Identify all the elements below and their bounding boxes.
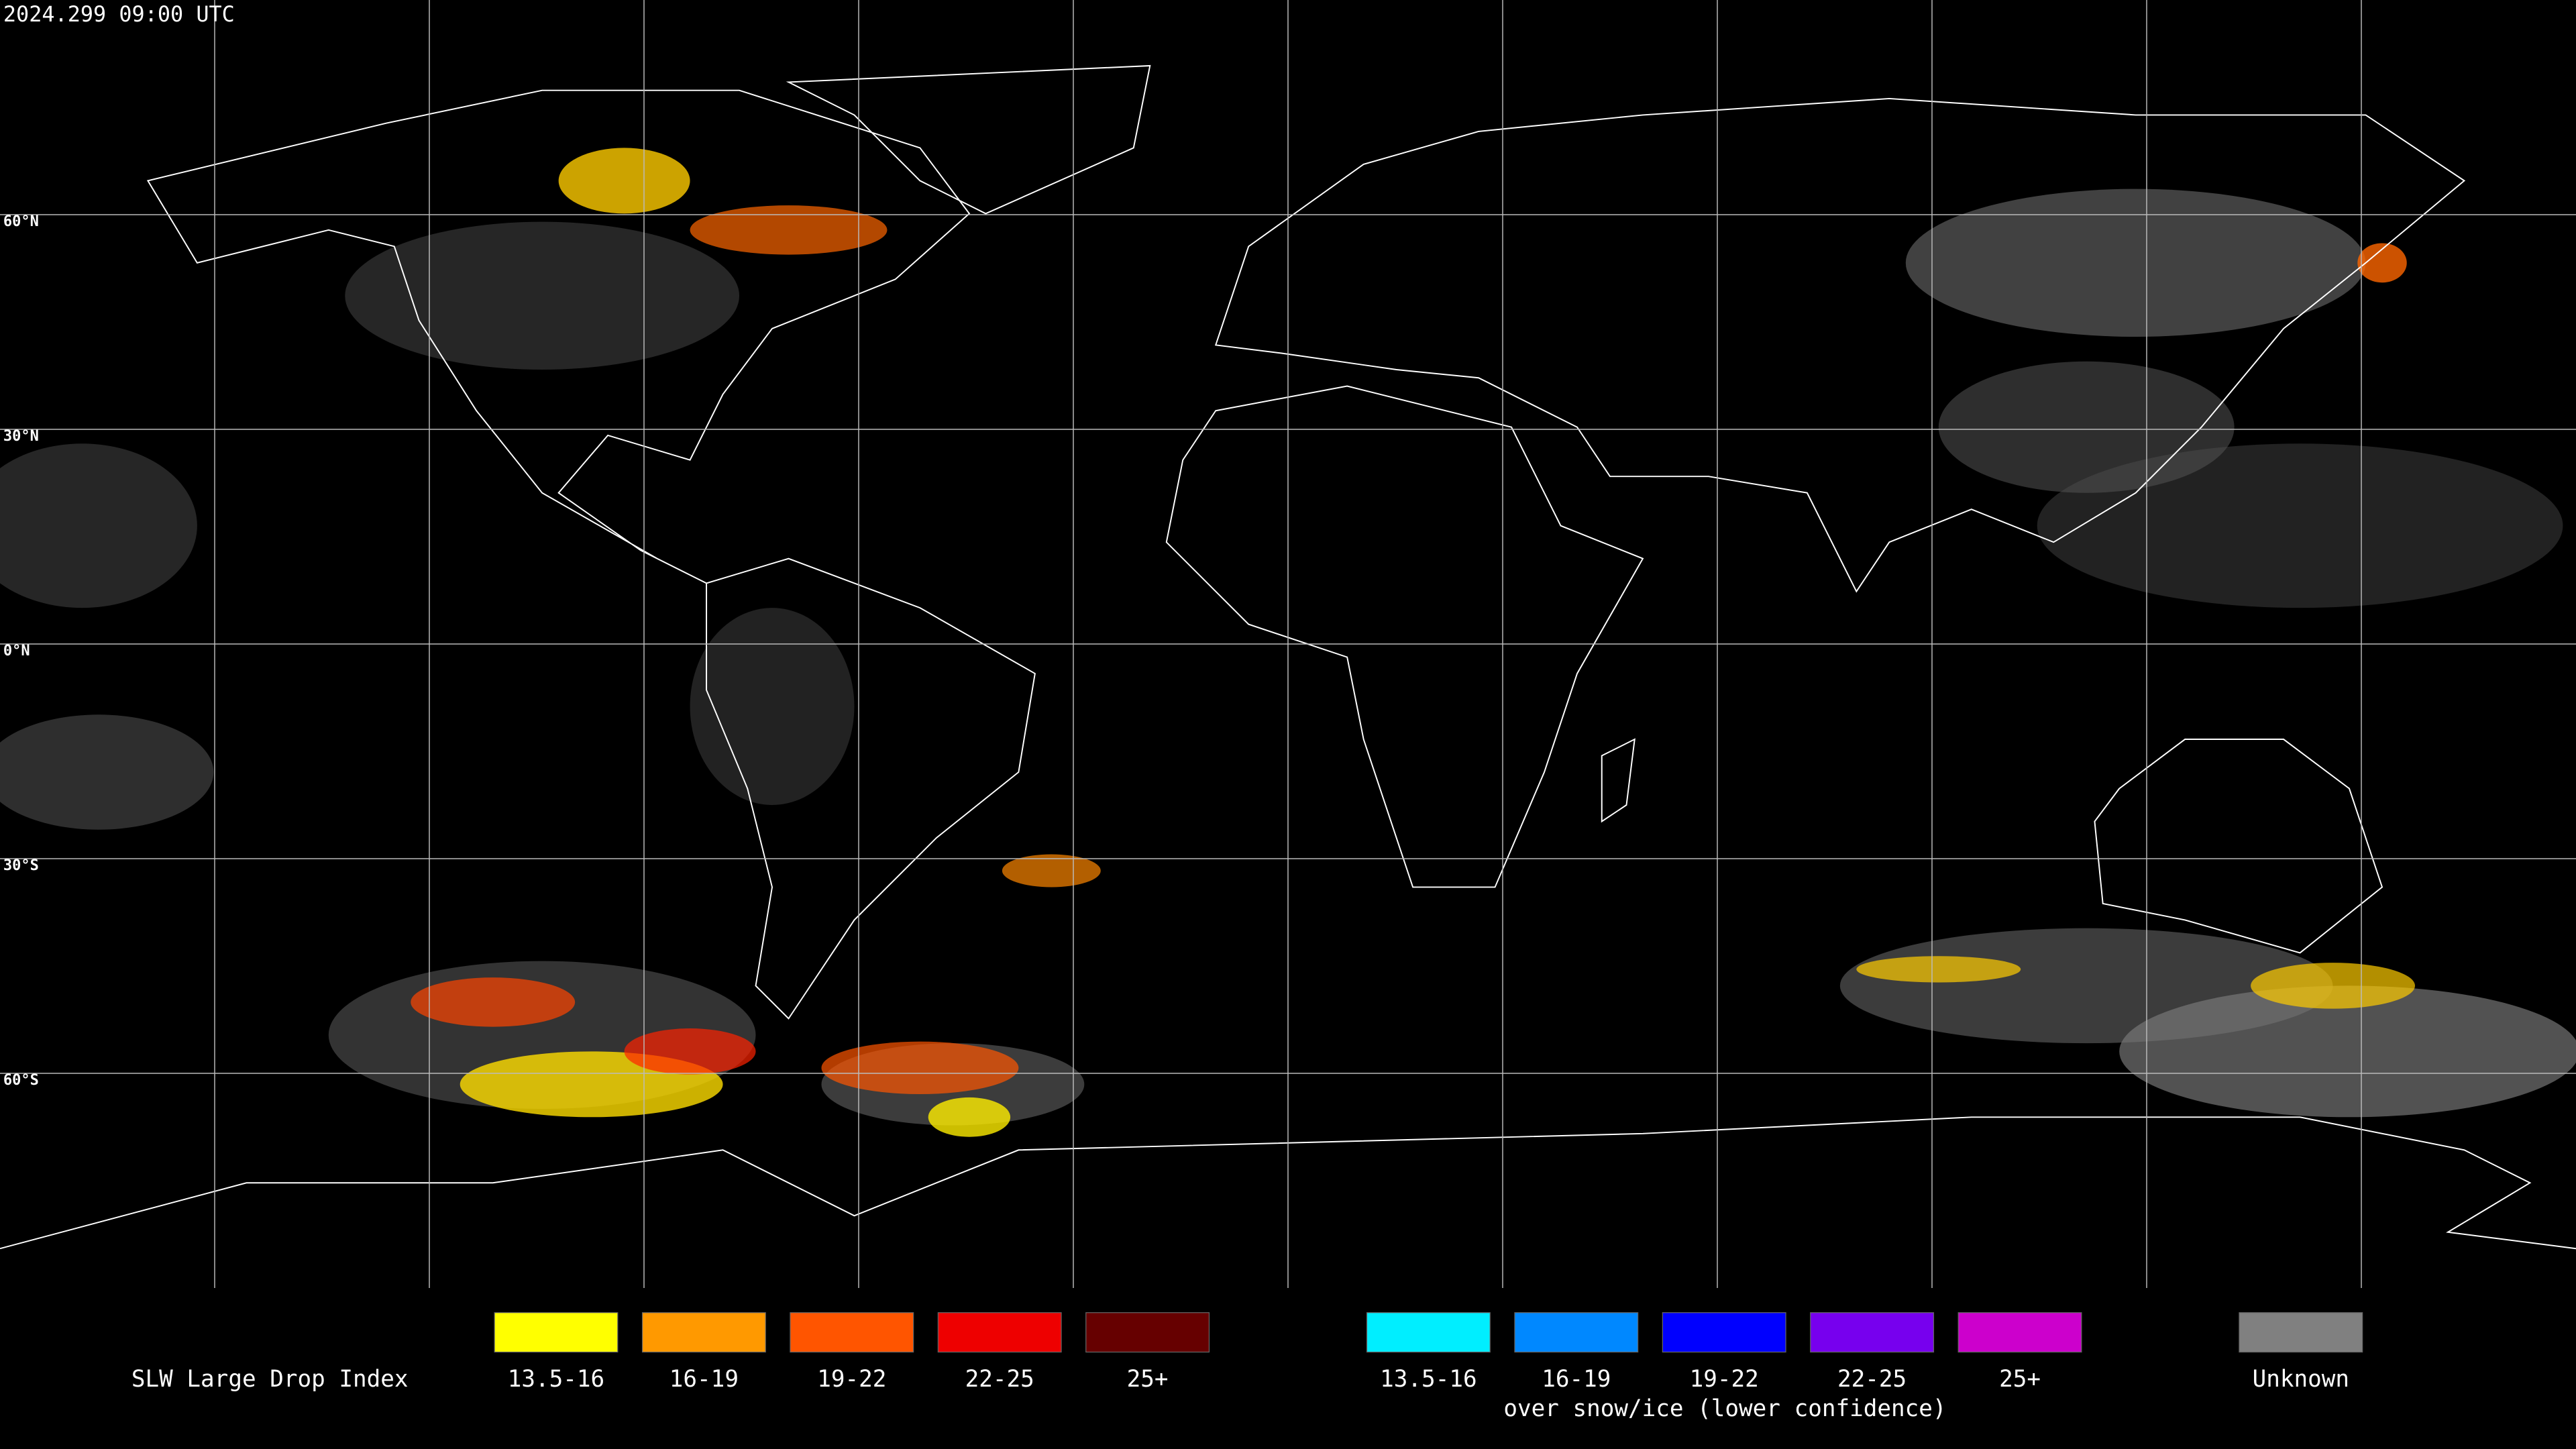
legend-label: 25+ xyxy=(1999,1366,2041,1393)
legend-label: 16-19 xyxy=(669,1366,739,1393)
latitude-label: 30°N xyxy=(3,428,39,445)
legend-swatch xyxy=(641,1312,766,1353)
latitude-label: 0°N xyxy=(3,643,30,659)
graticule xyxy=(0,0,2576,1288)
legend-swatch xyxy=(1514,1312,1639,1353)
legend-label: 25+ xyxy=(1127,1366,1169,1393)
cloud-layer xyxy=(0,148,2576,1137)
legend-swatch xyxy=(937,1312,1062,1353)
legend-swatch xyxy=(2239,1312,2363,1353)
legend-title: SLW Large Drop Index xyxy=(131,1366,409,1393)
legend-label: 19-22 xyxy=(1690,1366,1759,1393)
legend-label: 16-19 xyxy=(1542,1366,1611,1393)
legend-swatch xyxy=(494,1312,619,1353)
legend-label: 13.5-16 xyxy=(1380,1366,1477,1393)
legend-label: 13.5-16 xyxy=(508,1366,604,1393)
coastlines xyxy=(0,64,2576,1250)
legend: 13.5-16 16-19 19-22 22-25 25+ 13.5-16 16-19 19-… xyxy=(494,1312,2363,1393)
snow-ice-caption: over snow/ice (lower confidence) xyxy=(1503,1395,1946,1422)
latitude-label: 60°N xyxy=(3,213,39,230)
legend-swatch xyxy=(1810,1312,1935,1353)
legend-swatch xyxy=(1366,1312,1491,1353)
legend-label: 22-25 xyxy=(1837,1366,1907,1393)
legend-swatch xyxy=(1662,1312,1786,1353)
legend-swatch xyxy=(1085,1312,1210,1353)
latitude-labels: 60°N 30°N 0°N 30°S 60°S xyxy=(3,213,39,1089)
legend-panel xyxy=(0,1288,2576,1449)
latitude-label: 30°S xyxy=(3,857,39,874)
legend-swatch xyxy=(790,1312,914,1353)
timestamp: 2024.299 09:00 UTC xyxy=(3,1,235,27)
legend-label: 19-22 xyxy=(817,1366,886,1393)
legend-swatch xyxy=(1957,1312,2082,1353)
latitude-label: 60°S xyxy=(3,1072,39,1089)
legend-label: 22-25 xyxy=(965,1366,1034,1393)
legend-label: Unknown xyxy=(2253,1366,2349,1393)
